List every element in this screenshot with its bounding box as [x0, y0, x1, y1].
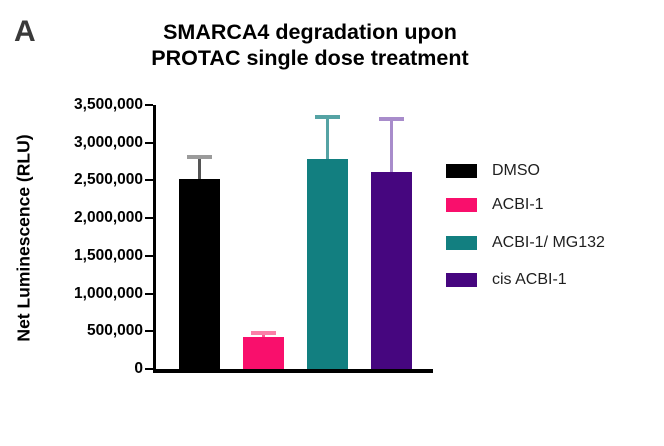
bar-acbi-1 — [242, 337, 284, 369]
y-tick-label: 2,000,000 — [74, 209, 143, 227]
y-tick-label: 3,500,000 — [74, 96, 143, 113]
y-tick-label: 0 — [134, 360, 143, 377]
legend-label-acbi-1-mg132: ACBI-1/ MG132 — [492, 234, 605, 251]
error-bar-stem-dmso — [197, 157, 201, 185]
legend-label-cis-acbi-1: cis ACBI-1 — [492, 271, 567, 288]
y-tick-mark — [145, 254, 153, 257]
y-tick-label: 1,000,000 — [74, 284, 143, 302]
chart-title-line1: SMARCA4 degradation upon — [163, 20, 457, 44]
error-bar-cap-acbi-1-mg132 — [314, 115, 340, 120]
error-bar-stem-cis-acbi-1 — [389, 119, 393, 179]
x-axis-line — [153, 369, 433, 373]
y-tick-label: 2,500,000 — [74, 171, 143, 189]
y-tick-label: 500,000 — [86, 322, 143, 340]
legend-label-acbi-1: ACBI-1 — [492, 196, 544, 213]
chart-title: SMARCA4 degradation upon PROTAC single d… — [100, 19, 520, 71]
error-bar-cap-cis-acbi-1 — [378, 117, 404, 122]
error-bar-cap-dmso — [186, 155, 212, 160]
y-tick-mark — [145, 141, 153, 144]
y-tick-mark — [145, 368, 153, 370]
y-axis-line — [153, 105, 156, 373]
chart-title-line2: PROTAC single dose treatment — [151, 46, 469, 70]
legend-item-acbi-1-mg132: ACBI-1/ MG132 — [446, 234, 605, 252]
legend-item-cis-acbi-1: cis ACBI-1 — [446, 271, 567, 289]
legend-label-dmso: DMSO — [492, 162, 540, 179]
y-tick-mark — [145, 330, 153, 333]
legend-item-dmso: DMSO — [446, 162, 540, 180]
y-tick-mark — [145, 104, 153, 106]
bar-dmso — [178, 178, 220, 369]
y-tick-mark — [145, 292, 153, 295]
y-tick-mark — [145, 179, 153, 182]
bar-acbi-1-mg132 — [306, 158, 348, 369]
bar-cis-acbi-1 — [370, 172, 412, 369]
legend-swatch-cis-acbi-1 — [446, 273, 477, 287]
panel-letter: A — [14, 15, 36, 48]
legend-item-acbi-1: ACBI-1 — [446, 196, 544, 214]
legend-swatch-dmso — [446, 164, 477, 178]
y-axis-label: Net Luminescence (RLU) — [13, 134, 34, 342]
legend-swatch-acbi-1 — [446, 198, 477, 212]
legend-swatch-acbi-1-mg132 — [446, 236, 477, 250]
y-tick-label: 3,000,000 — [74, 133, 143, 151]
y-tick-label: 1,500,000 — [74, 246, 143, 264]
error-bar-cap-acbi-1 — [250, 330, 276, 335]
error-bar-stem-acbi-1-mg132 — [325, 117, 329, 165]
y-tick-mark — [145, 217, 153, 220]
